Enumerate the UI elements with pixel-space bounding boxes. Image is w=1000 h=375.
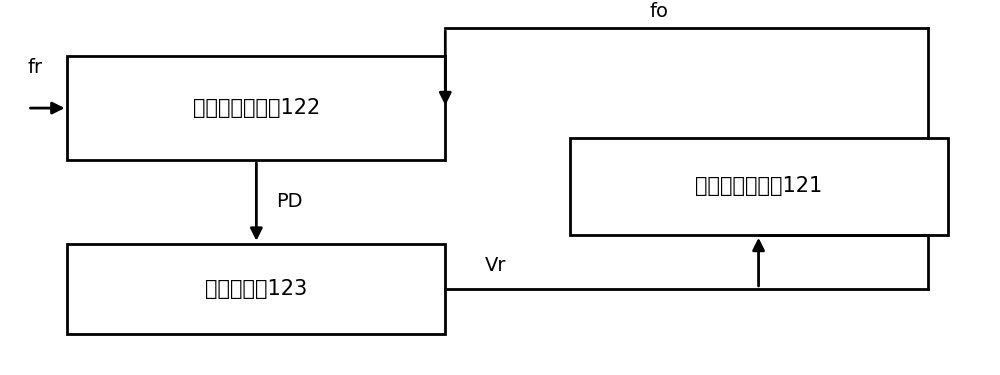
Text: 相位频率比较器122: 相位频率比较器122 [193, 98, 320, 118]
Text: fr: fr [28, 58, 43, 77]
Bar [570, 138, 948, 235]
Bar [67, 56, 445, 160]
Text: 电压控制振荡器121: 电压控制振荡器121 [695, 176, 822, 196]
Text: fo: fo [649, 2, 668, 21]
Text: PD: PD [276, 192, 303, 211]
Bar [67, 244, 445, 334]
Text: 回路滤波器123: 回路滤波器123 [205, 279, 307, 299]
Text: Vr: Vr [485, 256, 507, 275]
